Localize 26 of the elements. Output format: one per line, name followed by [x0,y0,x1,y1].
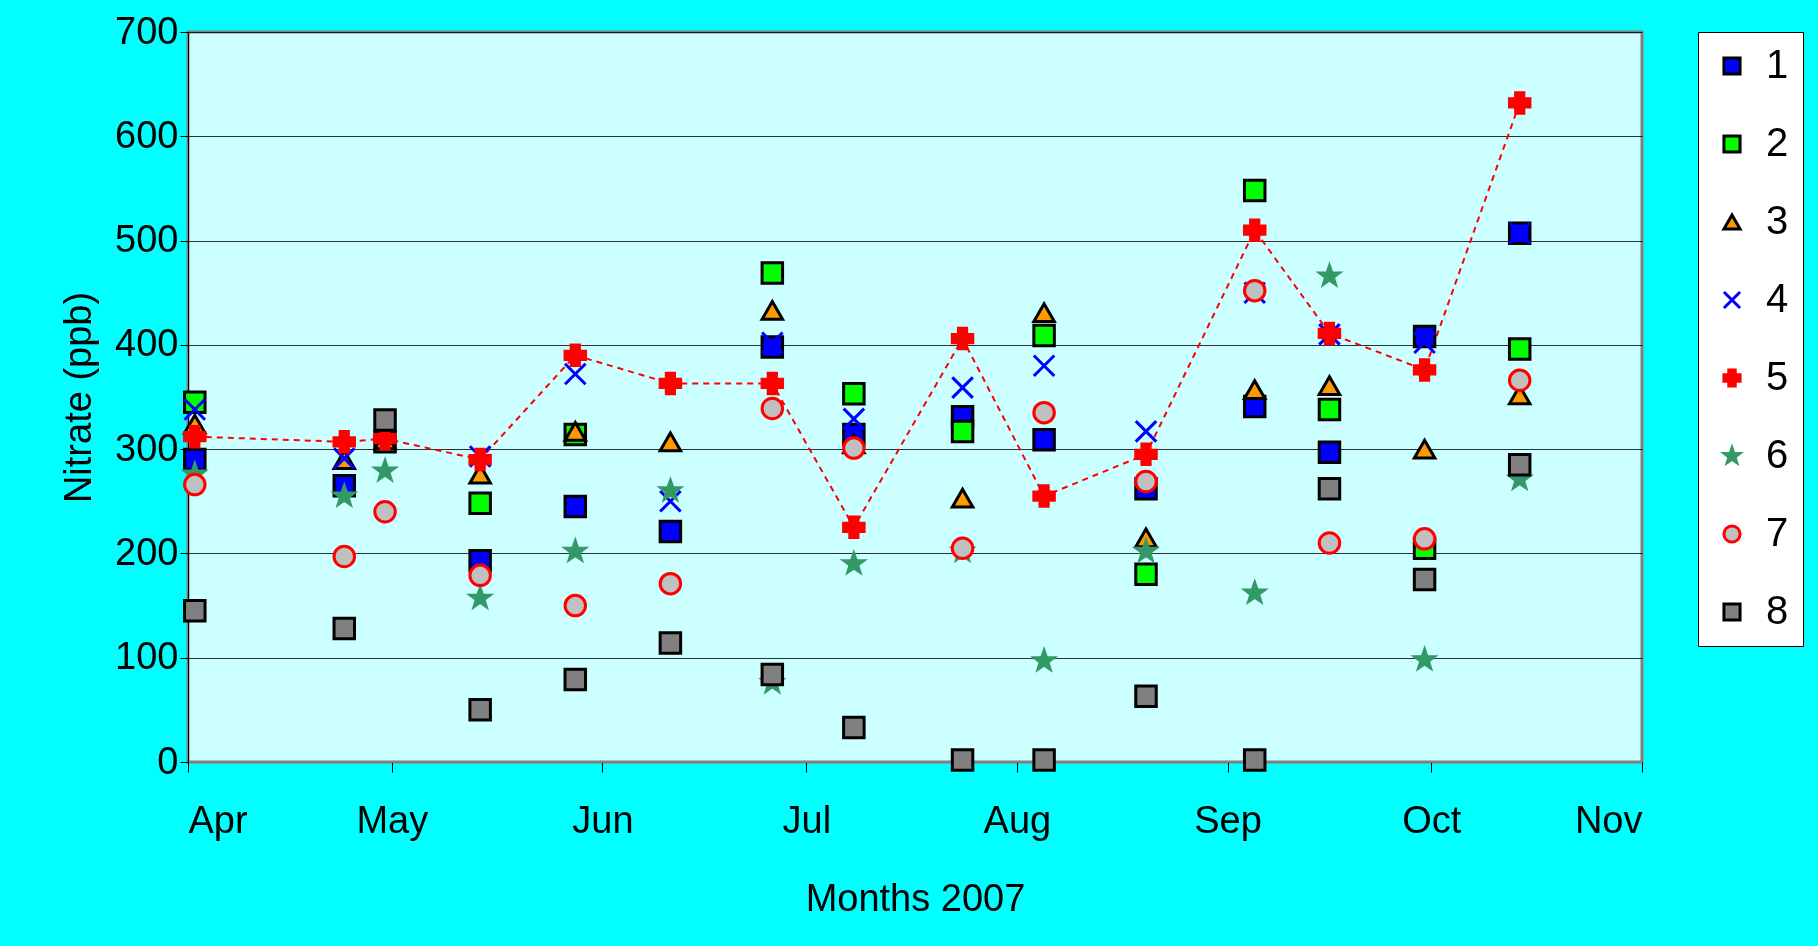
legend-label: 3 [1766,198,1789,242]
x-tick-label: May [356,798,429,841]
y-tick-label: 0 [157,739,179,782]
x-tick-label: Nov [1574,798,1643,841]
y-tick-label: 100 [115,635,179,678]
x-tick-label: Sep [1194,798,1262,841]
y-tick-label: 400 [115,322,179,365]
x-tick-label: Aug [983,798,1052,841]
y-tick-label: 700 [115,9,179,52]
y-tick-label: 300 [115,426,179,469]
y-axis-title: Nitrate (ppb) [57,291,100,504]
legend-label: 5 [1766,354,1789,398]
x-tick-label: Jun [572,798,634,841]
x-tick-label: Apr [188,798,248,841]
x-tick-label: Jul [782,798,832,841]
y-tick-label: 600 [115,113,179,156]
legend-label: 4 [1766,276,1789,320]
x-axis-title: Months 2007 [805,876,1026,919]
y-tick-label: 200 [115,530,179,573]
y-tick-label: 500 [115,218,179,261]
legend-label: 7 [1766,510,1789,554]
legend-label: 1 [1766,42,1789,86]
legend-label: 2 [1766,120,1789,164]
x-tick-label: Oct [1402,798,1462,841]
legend-label: 8 [1766,588,1789,632]
legend-label: 6 [1766,432,1789,476]
